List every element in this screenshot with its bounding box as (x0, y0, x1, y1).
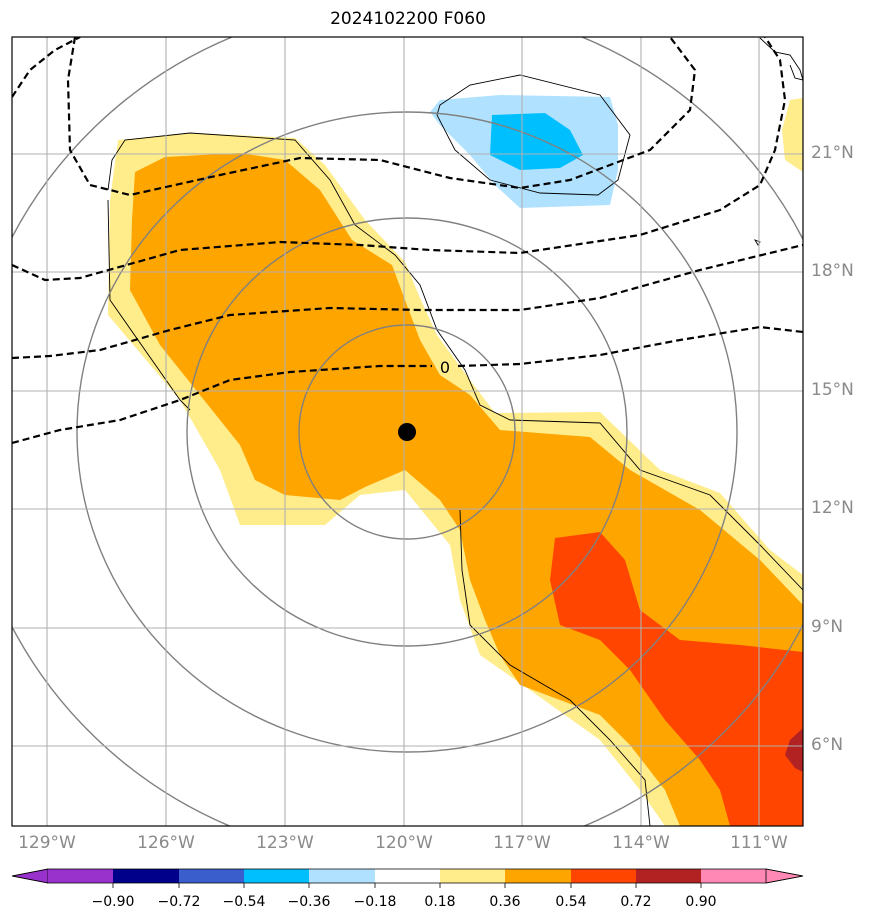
colorbar-tick-label: 0.54 (555, 894, 587, 910)
map-frame (11, 36, 804, 827)
latitude-label: 6°N (811, 735, 844, 755)
latitude-label: 18°N (811, 261, 854, 281)
colorbar-tick-label: 0.72 (620, 894, 652, 910)
colorbar (11, 868, 804, 888)
longitude-label: 111°W (730, 833, 788, 853)
latitude-label: 15°N (811, 380, 854, 400)
longitude-label: 126°W (137, 833, 195, 853)
anomaly-fill-blue (490, 113, 583, 170)
colorbar-tick-label: 0.18 (424, 894, 456, 910)
colorbar-tick-label: 0.36 (489, 894, 521, 910)
anomaly-fill-red-orange (550, 532, 803, 826)
colorbar-tick-label: −0.18 (353, 894, 397, 910)
colorbar-tick-label: −0.90 (91, 894, 135, 910)
dashed-contours (12, 37, 803, 445)
colorbar-tick-label: −0.72 (157, 894, 201, 910)
gridlines (12, 37, 803, 826)
longitude-label: 120°W (375, 833, 433, 853)
range-rings (12, 37, 803, 826)
latitude-label: 12°N (811, 498, 854, 518)
colorbar-tick-label: −0.36 (287, 894, 331, 910)
latitude-label: 21°N (811, 143, 854, 163)
thin-contours (107, 37, 803, 826)
longitude-label: 129°W (18, 833, 76, 853)
colorbar-tick-label: −0.54 (222, 894, 266, 910)
longitude-label: 117°W (493, 833, 551, 853)
latitude-label: 9°N (811, 617, 844, 637)
map-title: 2024102200 F060 (330, 9, 486, 29)
anomaly-fill-dark-red (785, 728, 803, 772)
anomaly-fill-light-yellow-ne (782, 98, 803, 172)
contour-label: 0 (440, 358, 450, 377)
colorbar-tick-label: 0.90 (685, 894, 717, 910)
storm-center-marker (398, 423, 416, 441)
longitude-label: 114°W (612, 833, 670, 853)
longitude-label: 123°W (256, 833, 314, 853)
map-area (12, 37, 803, 826)
